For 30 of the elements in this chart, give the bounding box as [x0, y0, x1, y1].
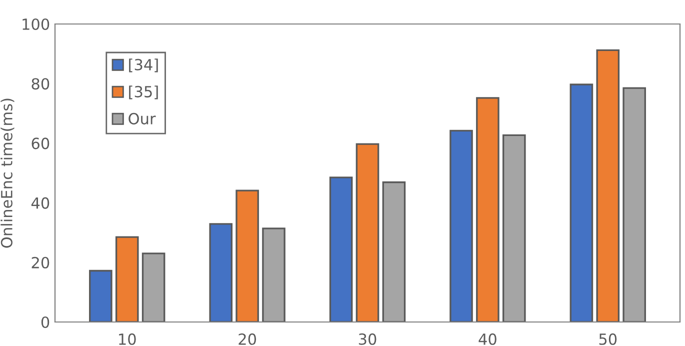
bar: [382, 181, 406, 322]
x-tick-label: 10: [119, 333, 136, 345]
bar: [236, 190, 259, 322]
y-tick-label: 40: [31, 197, 50, 209]
bar: [262, 228, 286, 322]
bar: [115, 236, 139, 322]
legend-label: Our: [128, 112, 156, 124]
bar: [329, 176, 353, 322]
bar: [596, 49, 620, 322]
bar: [450, 130, 473, 322]
x-tick-label: 30: [358, 333, 376, 345]
x-tick-label: 20: [238, 333, 256, 345]
bar: [356, 143, 380, 322]
y-tick-label: 100: [22, 18, 50, 30]
bar: [502, 134, 526, 322]
x-tick-label: 40: [478, 333, 496, 345]
bar: [476, 97, 500, 322]
legend-label: [34]: [129, 58, 158, 72]
bar: [570, 84, 594, 322]
bar: [142, 252, 166, 322]
legend-label: [35]: [129, 86, 158, 100]
bar: [209, 223, 233, 322]
x-tick-label: 50: [599, 333, 617, 345]
y-tick-label: 60: [32, 138, 50, 150]
y-axis-title: OnlineEnc time(ms): [0, 98, 14, 248]
y-tick-label: 0: [41, 316, 50, 328]
bar: [622, 87, 646, 322]
y-tick-label: 80: [32, 78, 50, 90]
bar: [89, 270, 112, 322]
y-tick-label: 20: [32, 256, 50, 268]
